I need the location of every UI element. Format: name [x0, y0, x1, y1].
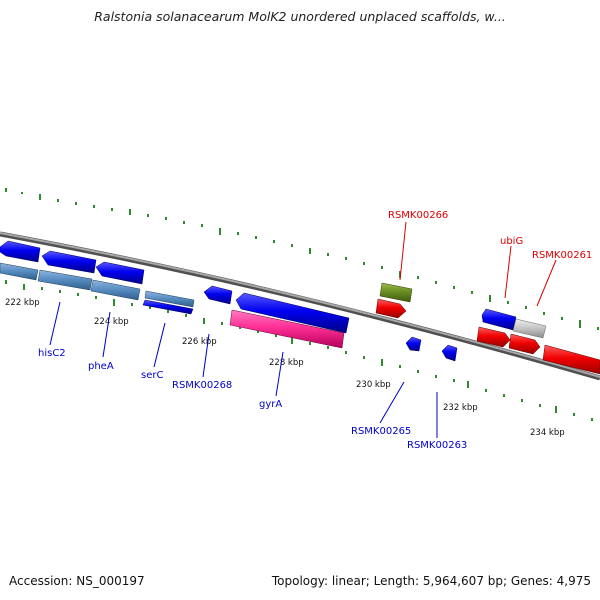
- gene-label-rsmk00265[interactable]: RSMK00265: [351, 426, 411, 437]
- map-title: Ralstonia solanacearum MolK2 unordered u…: [94, 9, 506, 24]
- gene-label-rsmk00266[interactable]: RSMK00266: [388, 210, 448, 221]
- gene-labels: RSMK00266 ubiG RSMK00261 hisC2 pheA serC…: [38, 210, 592, 451]
- gene-feature[interactable]: [0, 240, 41, 263]
- other-gene-feature[interactable]: [379, 282, 413, 303]
- accession-text: Accession: NS_000197: [9, 574, 145, 588]
- gene-feature[interactable]: [508, 333, 541, 355]
- gene-label-rsmk00268[interactable]: RSMK00268: [172, 380, 232, 391]
- tick-label-234: 234 kbp: [530, 428, 565, 438]
- gene-feature[interactable]: [144, 290, 195, 308]
- gene-feature[interactable]: [95, 261, 145, 285]
- pseudo-genes: [0, 262, 195, 308]
- reverse-strand-genes: [375, 298, 600, 375]
- gene-feature[interactable]: [375, 298, 407, 319]
- gene-label-rsmk00263[interactable]: RSMK00263: [407, 440, 467, 451]
- gene-feature[interactable]: [542, 344, 600, 375]
- unknown-gene-feature[interactable]: [512, 318, 547, 339]
- tick-label-224: 224 kbp: [94, 317, 129, 327]
- gene-label-gyra[interactable]: gyrA: [259, 399, 282, 410]
- label-leaders: [49, 221, 557, 438]
- gene-label-serc[interactable]: serC: [141, 370, 163, 381]
- gene-label-rsmk00261[interactable]: RSMK00261: [532, 250, 592, 261]
- gene-feature[interactable]: [0, 262, 39, 281]
- tick-label-222: 222 kbp: [5, 298, 40, 308]
- topology-summary: Topology: linear; Length: 5,964,607 bp; …: [271, 574, 591, 588]
- gene-label-ubig[interactable]: ubiG: [500, 236, 523, 247]
- gene-feature[interactable]: [481, 308, 517, 331]
- gene-label-hisc2[interactable]: hisC2: [38, 348, 66, 359]
- gene-feature[interactable]: [41, 250, 97, 274]
- tick-label-226: 226 kbp: [182, 337, 217, 347]
- gene-feature[interactable]: [235, 292, 350, 334]
- gene-feature[interactable]: [476, 326, 511, 348]
- gene-feature[interactable]: [203, 285, 233, 305]
- gene-label-phea[interactable]: pheA: [88, 361, 114, 372]
- gene-feature[interactable]: [90, 279, 141, 301]
- rna-gene-feature[interactable]: [229, 309, 345, 349]
- forward-strand-genes: [0, 240, 517, 362]
- gene-feature[interactable]: [405, 336, 422, 352]
- tick-label-232: 232 kbp: [443, 403, 478, 413]
- gene-feature[interactable]: [441, 344, 458, 362]
- tick-label-230: 230 kbp: [356, 380, 391, 390]
- tick-label-228: 228 kbp: [269, 358, 304, 368]
- gene-feature[interactable]: [142, 299, 194, 315]
- scale-labels: 222 kbp 224 kbp 226 kbp 228 kbp 230 kbp …: [5, 298, 565, 438]
- gene-feature[interactable]: [37, 269, 93, 291]
